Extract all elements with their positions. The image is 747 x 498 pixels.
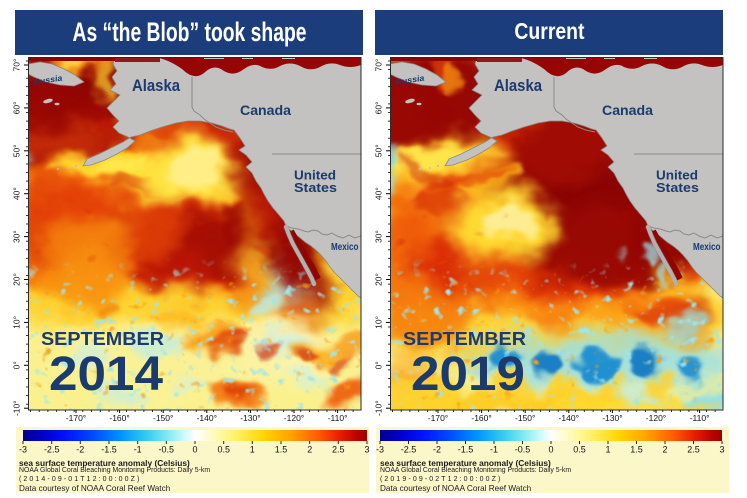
svg-text:1.5: 1.5 <box>630 445 643 455</box>
svg-text:-130°: -130° <box>240 413 260 423</box>
svg-text:1: 1 <box>605 445 610 455</box>
svg-text:10°: 10° <box>374 316 384 329</box>
svg-text:-2.5: -2.5 <box>44 445 60 455</box>
svg-text:States: States <box>294 180 337 195</box>
svg-text:Canada: Canada <box>602 102 653 118</box>
svg-text:60°: 60° <box>12 101 22 114</box>
svg-text:-2: -2 <box>433 445 441 455</box>
svg-text:-2: -2 <box>76 445 84 455</box>
svg-text:United: United <box>294 168 336 183</box>
svg-text:0°: 0° <box>12 361 22 369</box>
svg-text:40°: 40° <box>12 187 22 200</box>
svg-text:States: States <box>656 180 699 195</box>
svg-text:-3: -3 <box>376 445 384 455</box>
svg-text:2019: 2019 <box>411 348 525 401</box>
svg-text:20°: 20° <box>12 273 22 286</box>
svg-text:-1: -1 <box>490 445 498 455</box>
svg-text:-140°: -140° <box>197 413 217 423</box>
svg-text:Alaska: Alaska <box>494 77 543 95</box>
svg-text:SEPTEMBER: SEPTEMBER <box>403 328 526 349</box>
svg-text:-110°: -110° <box>328 413 348 423</box>
svg-text:3: 3 <box>364 445 369 455</box>
svg-text:-1.5: -1.5 <box>458 445 474 455</box>
svg-text:0°: 0° <box>374 361 384 369</box>
svg-text:-120°: -120° <box>284 413 304 423</box>
svg-text:2: 2 <box>662 445 667 455</box>
svg-text:20°: 20° <box>374 273 384 286</box>
svg-text:-3: -3 <box>19 445 27 455</box>
svg-text:Alaska: Alaska <box>132 77 181 95</box>
svg-text:SEPTEMBER: SEPTEMBER <box>41 328 164 349</box>
svg-text:-0.5: -0.5 <box>515 445 531 455</box>
svg-text:United: United <box>656 168 698 183</box>
svg-text:3: 3 <box>719 445 724 455</box>
svg-text:-10°: -10° <box>12 400 22 416</box>
svg-text:-170°: -170° <box>428 413 448 423</box>
svg-text:2.5: 2.5 <box>687 445 700 455</box>
svg-text:-1: -1 <box>134 445 142 455</box>
svg-text:10°: 10° <box>12 316 22 329</box>
svg-text:70°: 70° <box>12 59 22 72</box>
svg-text:2: 2 <box>307 445 312 455</box>
svg-text:-120°: -120° <box>646 413 666 423</box>
svg-text:-10°: -10° <box>374 400 384 416</box>
svg-text:-150°: -150° <box>515 413 535 423</box>
svg-text:-130°: -130° <box>602 413 622 423</box>
svg-text:30°: 30° <box>12 230 22 243</box>
svg-text:30°: 30° <box>374 230 384 243</box>
svg-text:-150°: -150° <box>153 413 173 423</box>
svg-text:-0.5: -0.5 <box>159 445 175 455</box>
svg-text:40°: 40° <box>374 187 384 200</box>
svg-text:-160°: -160° <box>109 413 129 423</box>
svg-text:0.5: 0.5 <box>217 445 230 455</box>
svg-text:60°: 60° <box>374 101 384 114</box>
svg-text:2.5: 2.5 <box>332 445 345 455</box>
svg-text:50°: 50° <box>374 144 384 157</box>
svg-text:Canada: Canada <box>240 102 291 118</box>
svg-text:0.5: 0.5 <box>573 445 586 455</box>
svg-text:0: 0 <box>192 445 197 455</box>
svg-text:-2.5: -2.5 <box>401 445 417 455</box>
svg-text:-140°: -140° <box>559 413 579 423</box>
svg-text:-160°: -160° <box>471 413 491 423</box>
svg-text:-110°: -110° <box>690 413 710 423</box>
svg-text:0: 0 <box>548 445 553 455</box>
svg-text:-1.5: -1.5 <box>101 445 117 455</box>
svg-text:Mexico: Mexico <box>693 242 721 253</box>
svg-text:1: 1 <box>250 445 255 455</box>
svg-text:Mexico: Mexico <box>331 242 359 253</box>
svg-text:-170°: -170° <box>66 413 86 423</box>
svg-text:2014: 2014 <box>49 348 163 401</box>
svg-text:1.5: 1.5 <box>275 445 288 455</box>
svg-text:70°: 70° <box>374 59 384 72</box>
svg-text:50°: 50° <box>12 144 22 157</box>
